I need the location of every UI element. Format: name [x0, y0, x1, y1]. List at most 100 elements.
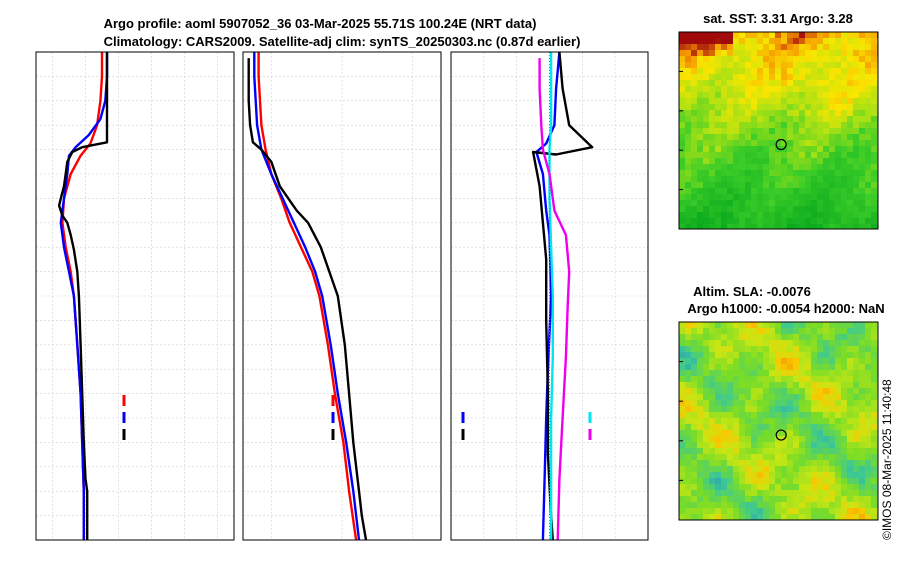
- map-cell: [841, 394, 848, 401]
- map-cell: [835, 466, 842, 473]
- map-cell: [745, 478, 752, 485]
- map-cell: [745, 448, 752, 455]
- sst-map[interactable]: [678, 31, 879, 230]
- map-cell: [727, 514, 734, 521]
- map-cell: [751, 44, 758, 51]
- map-cell: [715, 44, 722, 51]
- sla-map[interactable]: [678, 321, 879, 521]
- map-cell: [715, 188, 722, 195]
- map-cell: [721, 206, 728, 213]
- map-cell: [799, 218, 806, 225]
- map-cell: [865, 382, 872, 389]
- map-cell: [685, 158, 692, 165]
- map-cell: [751, 394, 758, 401]
- map-cell: [805, 376, 812, 383]
- map-cell: [679, 382, 686, 389]
- map-cell: [829, 346, 836, 353]
- map-cell: [865, 206, 872, 213]
- map-cell: [865, 496, 872, 503]
- map-cell: [751, 334, 758, 341]
- map-cell: [799, 182, 806, 189]
- map-cell: [697, 122, 704, 129]
- map-cell: [745, 116, 752, 123]
- map-cell: [865, 424, 872, 431]
- map-cell: [805, 74, 812, 81]
- map-cell: [823, 164, 830, 171]
- map-cell: [853, 334, 860, 341]
- map-cell: [841, 152, 848, 159]
- map-cell: [823, 472, 830, 479]
- map-cell: [787, 514, 794, 521]
- map-cell: [829, 170, 836, 177]
- map-cell: [709, 50, 716, 57]
- map-cell: [787, 170, 794, 177]
- map-cell: [799, 436, 806, 443]
- map-cell: [835, 128, 842, 135]
- map-cell: [769, 38, 776, 45]
- map-cell: [811, 496, 818, 503]
- map-cell: [691, 98, 698, 105]
- map-cell: [829, 128, 836, 135]
- map-cell: [685, 80, 692, 87]
- map-cell: [757, 152, 764, 159]
- map-cell: [829, 32, 836, 39]
- map-cell: [805, 334, 812, 341]
- map-cell: [841, 122, 848, 129]
- map-cell: [721, 448, 728, 455]
- map-cell: [829, 194, 836, 201]
- map-cell: [685, 92, 692, 99]
- map-cell: [787, 212, 794, 219]
- map-cell: [745, 364, 752, 371]
- map-cell: [751, 370, 758, 377]
- map-cell: [769, 74, 776, 81]
- map-cell: [691, 134, 698, 141]
- map-cell: [691, 406, 698, 413]
- map-cell: [793, 110, 800, 117]
- map-cell: [763, 472, 770, 479]
- map-cell: [685, 56, 692, 63]
- map-cell: [799, 448, 806, 455]
- map-cell: [709, 514, 716, 521]
- map-cell: [835, 448, 842, 455]
- map-cell: [745, 346, 752, 353]
- map-cell: [829, 218, 836, 225]
- map-cell: [835, 110, 842, 117]
- map-cell: [703, 418, 710, 425]
- map-cell: [685, 134, 692, 141]
- map-cell: [793, 394, 800, 401]
- map-cell: [823, 334, 830, 341]
- map-cell: [721, 212, 728, 219]
- map-cell: [847, 80, 854, 87]
- map-cell: [799, 400, 806, 407]
- map-cell: [757, 352, 764, 359]
- map-cell: [733, 200, 740, 207]
- map-cell: [775, 212, 782, 219]
- map-cell: [859, 68, 866, 75]
- map-cell: [847, 200, 854, 207]
- map-cell: [709, 128, 716, 135]
- map-cell: [829, 56, 836, 63]
- map-cell: [685, 334, 692, 341]
- map-cell: [769, 358, 776, 365]
- map-cell: [697, 206, 704, 213]
- map-cell: [799, 466, 806, 473]
- map-cell: [781, 134, 788, 141]
- map-cell: [763, 478, 770, 485]
- map-cell: [847, 206, 854, 213]
- map-cell: [775, 334, 782, 341]
- map-cell: [727, 400, 734, 407]
- map-cell: [853, 412, 860, 419]
- map-cell: [745, 496, 752, 503]
- map-cell: [835, 98, 842, 105]
- map-cell: [715, 62, 722, 69]
- map-cell: [799, 164, 806, 171]
- map-cell: [823, 322, 830, 329]
- map-cell: [757, 38, 764, 45]
- map-cell: [763, 364, 770, 371]
- map-cell: [859, 206, 866, 213]
- map-cell: [793, 358, 800, 365]
- map-cell: [763, 176, 770, 183]
- map-cell: [859, 146, 866, 153]
- map-cell: [811, 170, 818, 177]
- map-cell: [679, 50, 686, 57]
